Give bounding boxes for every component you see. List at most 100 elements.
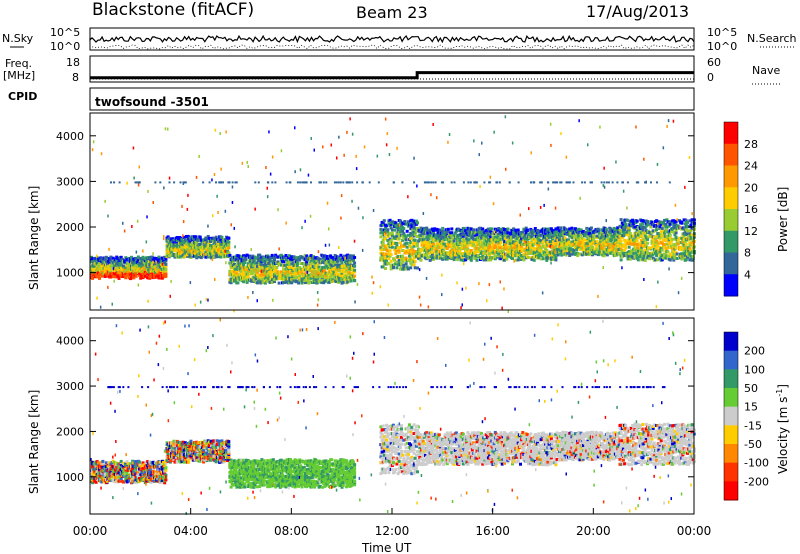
echo-cell bbox=[342, 264, 344, 268]
echo-cell bbox=[234, 245, 236, 249]
echo-cell bbox=[668, 181, 671, 184]
echo-cell bbox=[591, 181, 593, 184]
echo-cell bbox=[122, 221, 124, 225]
echo-cell bbox=[691, 255, 695, 258]
echo-cell bbox=[529, 256, 533, 260]
echo-cell bbox=[417, 254, 421, 258]
echo-cell bbox=[211, 249, 215, 253]
echo-cell bbox=[387, 222, 391, 226]
echo-cell bbox=[619, 239, 623, 243]
echo-cell bbox=[603, 181, 606, 184]
echo-cell bbox=[496, 254, 500, 258]
echo-cell bbox=[457, 246, 461, 250]
echo-cell bbox=[537, 254, 541, 258]
echo-cell bbox=[219, 255, 223, 259]
echo-cell bbox=[303, 253, 306, 257]
echo-cell bbox=[403, 258, 407, 262]
echo-cell bbox=[332, 262, 336, 266]
echo-cell bbox=[544, 234, 548, 238]
echo-cell bbox=[318, 273, 322, 277]
echo-cell bbox=[135, 181, 138, 184]
echo-cell bbox=[401, 181, 404, 184]
echo-cell bbox=[197, 244, 201, 248]
echo-cell bbox=[639, 223, 643, 227]
cpid-panel: CPID twofsound -3501 bbox=[8, 87, 695, 111]
echo-cell bbox=[422, 212, 425, 215]
echo-cell bbox=[324, 277, 328, 281]
echo-cell bbox=[309, 276, 313, 280]
echo-cell bbox=[672, 249, 676, 253]
echo-cell bbox=[305, 260, 309, 264]
echo-cell bbox=[430, 236, 434, 240]
echo-cell bbox=[554, 230, 558, 234]
echo-cell bbox=[136, 259, 140, 263]
echo-cell bbox=[501, 306, 503, 310]
echo-cell bbox=[602, 238, 606, 242]
echo-cell bbox=[483, 243, 487, 247]
echo-cell bbox=[122, 266, 125, 270]
echo-cell bbox=[513, 259, 515, 263]
echo-cell bbox=[488, 241, 492, 245]
echo-cell bbox=[233, 269, 236, 273]
echo-cell bbox=[691, 256, 695, 260]
echo-cell bbox=[135, 257, 139, 261]
echo-cell bbox=[296, 181, 299, 184]
echo-cell bbox=[499, 280, 501, 284]
echo-cell bbox=[385, 143, 388, 147]
echo-cell bbox=[353, 274, 357, 278]
echo-cell bbox=[551, 237, 554, 241]
echo-cell bbox=[164, 272, 168, 276]
echo-cell bbox=[469, 227, 473, 231]
echo-cell bbox=[419, 258, 423, 262]
echo-cell bbox=[657, 223, 661, 227]
echo-cell bbox=[230, 265, 234, 269]
echo-cell bbox=[385, 224, 389, 228]
echo-cell bbox=[681, 252, 685, 256]
echo-cell bbox=[307, 267, 311, 271]
echo-cell bbox=[384, 229, 387, 233]
echo-cell bbox=[390, 220, 394, 224]
echo-cell bbox=[516, 228, 520, 232]
echo-cell bbox=[152, 260, 154, 264]
echo-cell bbox=[538, 251, 542, 255]
echo-cell bbox=[572, 181, 575, 184]
echo-cell bbox=[218, 181, 221, 184]
echo-cell bbox=[266, 195, 269, 199]
echo-cell bbox=[266, 186, 268, 190]
echo-cell bbox=[268, 130, 270, 134]
echo-cell bbox=[266, 264, 270, 268]
echo-cell bbox=[446, 245, 450, 249]
echo-cell bbox=[323, 279, 327, 283]
echo-cell bbox=[513, 248, 517, 252]
echo-cell bbox=[427, 242, 431, 246]
echo-cell bbox=[601, 246, 605, 250]
echo-cell bbox=[253, 255, 257, 259]
echo-cell bbox=[576, 254, 580, 258]
echo-cell bbox=[435, 227, 439, 231]
echo-cell bbox=[486, 299, 488, 303]
echo-cell bbox=[541, 257, 545, 261]
echo-cell bbox=[384, 226, 387, 230]
echo-cell bbox=[559, 226, 562, 230]
echo-cell bbox=[469, 233, 473, 237]
echo-cell bbox=[532, 242, 536, 246]
echo-cell bbox=[132, 146, 135, 150]
nave-label: Nave bbox=[752, 64, 780, 77]
echo-cell bbox=[461, 287, 464, 291]
echo-cell bbox=[252, 278, 256, 282]
echo-cell bbox=[171, 237, 175, 241]
echo-cell bbox=[687, 249, 691, 253]
echo-cell bbox=[483, 181, 486, 184]
echo-cell bbox=[164, 257, 168, 261]
echo-cell bbox=[274, 181, 277, 184]
echo-cell bbox=[263, 271, 267, 275]
echo-cell bbox=[592, 252, 596, 256]
echo-cell bbox=[259, 281, 263, 285]
echo-cell bbox=[346, 130, 348, 134]
echo-cell bbox=[436, 241, 440, 245]
echo-cell bbox=[246, 262, 250, 266]
echo-cell bbox=[438, 239, 442, 243]
echo-cell bbox=[665, 228, 669, 232]
echo-cell bbox=[345, 181, 348, 184]
